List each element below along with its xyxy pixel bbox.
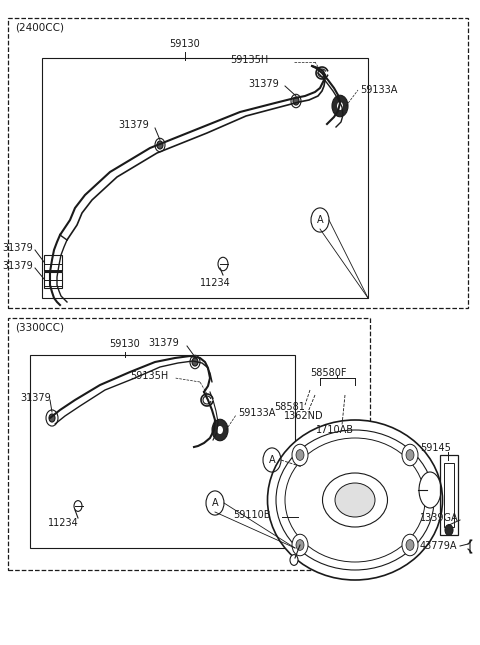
- Text: 31379: 31379: [148, 338, 179, 348]
- Text: 59145: 59145: [420, 443, 451, 453]
- Text: 58580F: 58580F: [310, 368, 347, 378]
- Text: 31379: 31379: [2, 261, 33, 271]
- Circle shape: [292, 444, 308, 466]
- Bar: [440, 455, 458, 535]
- Text: 59133A: 59133A: [238, 408, 276, 418]
- Circle shape: [406, 540, 414, 550]
- Circle shape: [406, 450, 414, 461]
- Circle shape: [155, 138, 165, 152]
- Text: 59110B: 59110B: [233, 510, 271, 520]
- Circle shape: [332, 95, 348, 117]
- Ellipse shape: [323, 473, 387, 527]
- Text: 59130: 59130: [169, 39, 200, 49]
- Ellipse shape: [335, 483, 375, 517]
- Circle shape: [296, 540, 304, 550]
- Circle shape: [291, 94, 301, 108]
- Circle shape: [190, 355, 200, 369]
- Bar: [44, 272, 62, 288]
- Circle shape: [296, 450, 304, 461]
- Circle shape: [293, 97, 299, 105]
- Text: 59135H: 59135H: [230, 55, 268, 65]
- Ellipse shape: [267, 420, 443, 580]
- Circle shape: [192, 358, 198, 366]
- Text: A: A: [317, 215, 324, 225]
- Bar: [444, 463, 454, 527]
- Text: 43779A: 43779A: [420, 541, 457, 551]
- Bar: [8, 318, 370, 570]
- Bar: [8, 18, 468, 308]
- Circle shape: [402, 534, 418, 556]
- Text: 1362ND: 1362ND: [284, 411, 324, 421]
- Text: 59135H: 59135H: [130, 371, 168, 381]
- Circle shape: [212, 419, 228, 441]
- Circle shape: [74, 501, 82, 511]
- Text: 31379: 31379: [20, 393, 51, 403]
- Circle shape: [337, 102, 343, 110]
- Circle shape: [46, 410, 58, 426]
- Text: (3300CC): (3300CC): [15, 323, 64, 333]
- Text: 59133A: 59133A: [360, 85, 397, 95]
- Bar: [44, 255, 62, 271]
- Text: 1710AB: 1710AB: [316, 425, 354, 435]
- Circle shape: [445, 524, 453, 535]
- Text: (2400CC): (2400CC): [15, 23, 64, 33]
- Text: 58581: 58581: [274, 402, 305, 412]
- Text: 31379: 31379: [248, 79, 279, 89]
- Bar: [30, 355, 295, 548]
- Circle shape: [290, 555, 298, 566]
- Text: 31379: 31379: [2, 243, 33, 253]
- Circle shape: [292, 534, 308, 556]
- Circle shape: [402, 444, 418, 466]
- Text: 1339GA: 1339GA: [420, 513, 458, 523]
- Text: 59130: 59130: [109, 339, 140, 349]
- Circle shape: [217, 426, 223, 434]
- Circle shape: [49, 414, 55, 422]
- Circle shape: [218, 257, 228, 271]
- Text: 11234: 11234: [200, 278, 231, 288]
- Bar: [42, 58, 368, 298]
- Text: 31379: 31379: [118, 120, 149, 130]
- Text: A: A: [269, 455, 276, 465]
- Ellipse shape: [419, 472, 441, 508]
- Circle shape: [157, 141, 163, 149]
- Text: 11234: 11234: [48, 518, 79, 528]
- Text: A: A: [212, 498, 218, 508]
